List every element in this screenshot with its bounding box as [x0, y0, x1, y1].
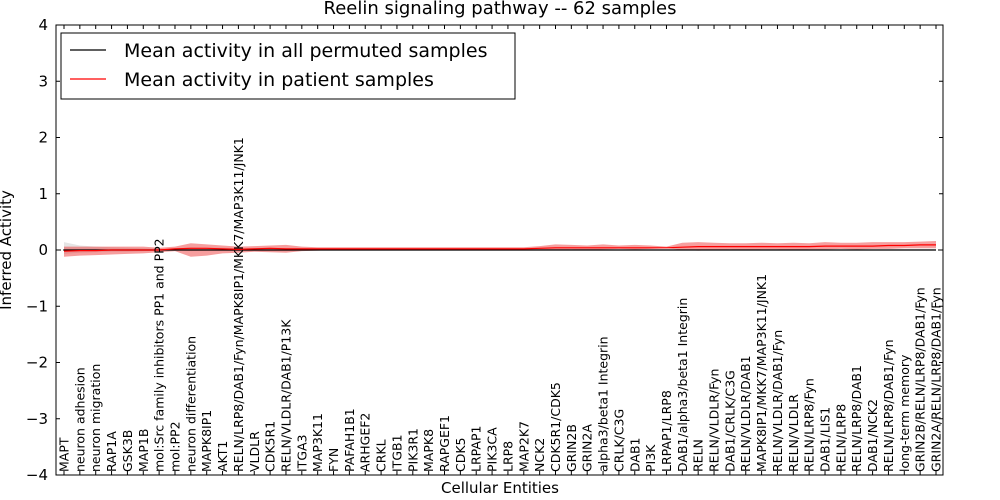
x-category-label: MAPK8IP1/MKK7/MAP3K11/JNK1 — [754, 274, 769, 472]
x-category-label: CDK5R1/CDK5 — [548, 382, 563, 472]
y-tick-label: 2 — [38, 129, 48, 147]
y-axis-label: Inferred Activity — [0, 190, 15, 310]
x-category-label: PIK3R1 — [405, 428, 420, 472]
y-axis: −4 −3 −2 −1 0 1 2 3 4 — [26, 16, 943, 484]
x-category-label: DAB1/NCK2 — [865, 399, 880, 472]
x-category-label: CRLK/C3G — [611, 409, 626, 472]
x-category-label: RELN/LRP8/DAB1/Fyn/MAPK8IP1/MKK7/MAP3K11… — [231, 137, 246, 472]
x-category-label: neuron differentiation — [183, 336, 198, 472]
y-tick-label: 0 — [38, 241, 48, 259]
x-category-label: RELN/LRP8/DAB1 — [849, 365, 864, 472]
y-tick-label: −1 — [26, 297, 48, 315]
legend-label-patient: Mean activity in patient samples — [124, 69, 434, 91]
series-line-1 — [63, 244, 936, 252]
x-category-label: PAFAH1B1 — [342, 408, 357, 472]
x-category-label: RAPGEF1 — [437, 415, 452, 472]
plot-frame — [55, 24, 944, 476]
x-category-label: MAP2K7 — [516, 421, 531, 472]
chart-title: Reelin signaling pathway -- 62 samples — [324, 0, 677, 19]
x-category-label: AKT1 — [215, 441, 230, 472]
x-category-label: FYN — [326, 448, 341, 472]
x-category-label: GRIN2A — [580, 424, 595, 472]
band-series-0 — [64, 242, 936, 254]
x-category-label: RELN/VLDLR/Fyn — [707, 369, 722, 472]
x-category-label: DAB1/CRLK/C3G — [722, 370, 737, 472]
x-category-label: MAP3K11 — [310, 413, 325, 472]
legend-box — [60, 32, 516, 100]
x-category-label: CRKL — [374, 439, 389, 472]
x-category-label: RELN/VLDLR/DAB1 — [738, 355, 753, 472]
x-category-label: NCK2 — [532, 438, 547, 472]
x-category-label: neuron adhesion — [72, 367, 87, 472]
x-category-label: DAB1 — [627, 438, 642, 473]
x-category-label: RELN/LRP8 — [833, 404, 848, 472]
y-tick-label: −3 — [26, 410, 48, 428]
x-category-label: VLDLR — [247, 431, 262, 472]
y-tick-label: 1 — [38, 185, 48, 203]
series-lines — [56, 244, 943, 252]
x-category-label: neuron migration — [88, 364, 103, 472]
x-category-label: CDK5R1 — [263, 421, 278, 472]
x-category-label: mol:Src family inhibitors PP1 and PP2 — [152, 238, 167, 472]
x-category-label: RELN — [691, 439, 706, 472]
x-category-label: PIK3CA — [485, 427, 500, 472]
y-tick-label: 3 — [38, 72, 48, 90]
x-category-label: mol:PP2 — [168, 421, 183, 472]
x-category-label: ITGA3 — [294, 434, 309, 472]
x-category-label: LRPAP1/LRP8 — [659, 390, 674, 472]
x-category-label: long-term memory — [897, 354, 912, 472]
x-category-label: RELN/VLDLR/DAB1/P13K — [279, 319, 294, 472]
y-tick-label: −2 — [26, 354, 48, 372]
x-category-label: DAB1/alpha3/beta1 Integrin — [675, 298, 690, 472]
x-axis-label: Cellular Entities — [441, 479, 559, 497]
x-category-label: MAPT — [57, 437, 72, 472]
x-category-label: PI3K — [643, 444, 658, 472]
x-category-label: RAP1A — [104, 431, 119, 472]
x-axis: MAPT neuron adhesion neuron migration RAP1A… — [57, 25, 944, 475]
x-category-label: DAB1/LIS1 — [818, 407, 833, 472]
x-category-label: ITGB1 — [389, 434, 404, 472]
x-category-label: GRIN2B/RELN/LRP8/DAB1/Fyn — [913, 287, 928, 472]
x-category-label: RELN/VLDLR — [786, 394, 801, 472]
x-category-label: RELN/VLDLR/DAB1/Fyn — [770, 330, 785, 472]
x-category-label: alpha3/beta1 Integrin — [596, 336, 611, 472]
x-category-label: MAPK8IP1 — [199, 410, 214, 472]
legend: Mean activity in all permuted samples Me… — [60, 32, 516, 100]
x-category-label: GRIN2A/RELN/LRP8/DAB1/Fyn — [929, 287, 944, 472]
x-category-label: RELN/LRP8/Fyn — [802, 378, 817, 472]
x-category-label: ARHGEF2 — [358, 413, 373, 472]
x-category-label: LRPAP1 — [469, 426, 484, 472]
legend-label-permuted: Mean activity in all permuted samples — [124, 40, 487, 62]
x-category-label: RELN/LRP8/DAB1/Fyn — [881, 339, 896, 472]
x-category-label: LRP8 — [500, 441, 515, 472]
y-tick-label: −4 — [26, 466, 48, 484]
x-category-label: GSK3B — [120, 430, 135, 472]
x-category-label: MAP1B — [136, 429, 151, 472]
x-category-label: GRIN2B — [564, 424, 579, 472]
x-category-label: MAPK8 — [421, 429, 436, 472]
x-category-label: CDK5 — [453, 437, 468, 472]
y-tick-label: 4 — [38, 16, 48, 34]
